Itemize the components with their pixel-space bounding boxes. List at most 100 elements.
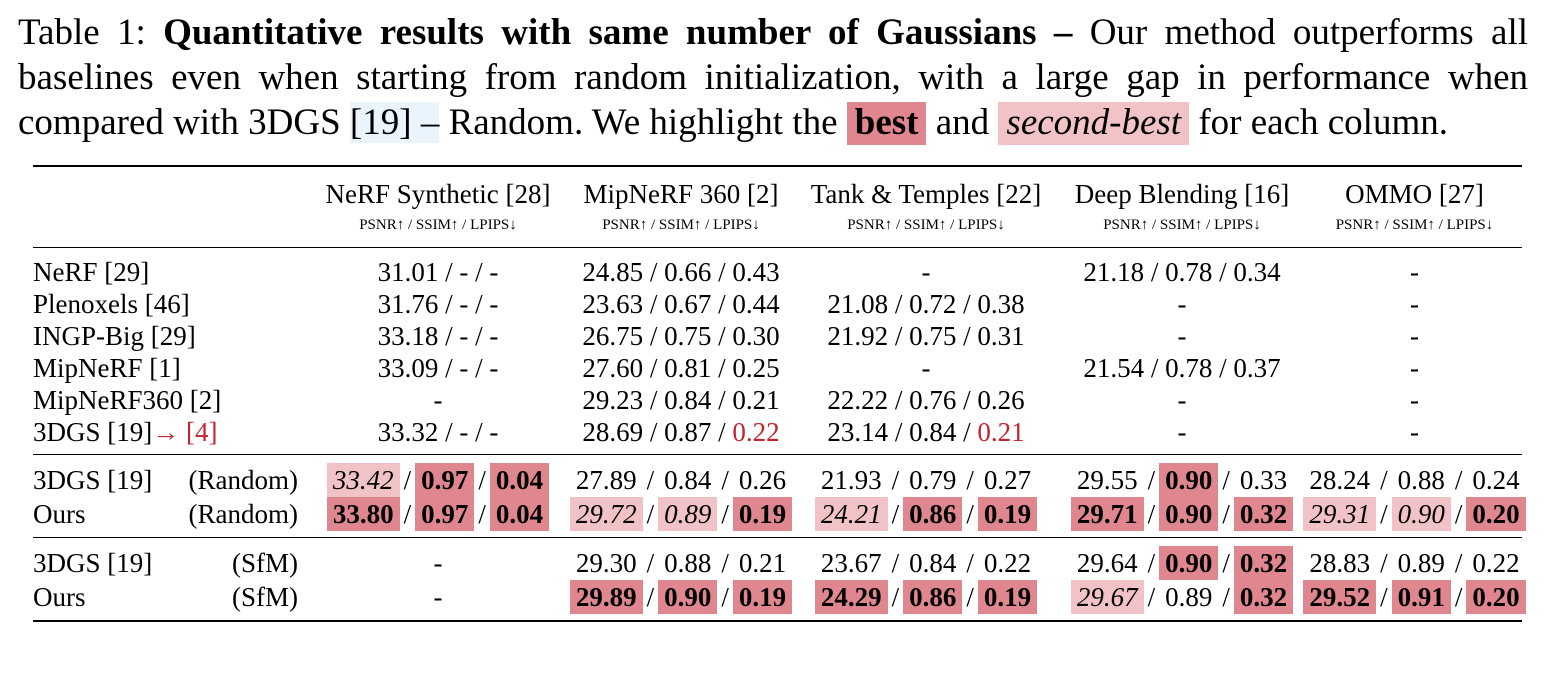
- value-cell: 29.55 /0.90/ 0.33: [1057, 463, 1307, 497]
- value-cell: 21.92 / 0.75 / 0.31: [795, 320, 1057, 352]
- best-value: 0.04: [489, 463, 550, 497]
- value-cell: 29.89/0.90/0.19: [567, 580, 795, 614]
- metric-triple: 23.67 / 0.84 / 0.22: [795, 546, 1057, 580]
- value: 29.64: [1076, 548, 1138, 578]
- value-text: 22.22 / 0.76 / 0.26: [827, 384, 1025, 415]
- slash-separator: /: [1454, 464, 1463, 495]
- slash-separator: /: [1222, 464, 1230, 495]
- value-text: -: [1410, 256, 1419, 287]
- metric-header: PSNR↑ / SSIM↑ / LPIPS↓: [847, 217, 1005, 233]
- caption-label: Table 1:: [18, 12, 146, 53]
- method-name: Ours: [33, 581, 86, 612]
- metric-triple: 24.29/0.86/0.19: [795, 580, 1057, 614]
- best-value: 0.90: [1159, 463, 1219, 497]
- value-text: -: [1177, 320, 1187, 351]
- value-text: 33.18 / - / -: [377, 320, 499, 351]
- init-type: (Random): [188, 464, 298, 495]
- best-value: 0.04: [489, 497, 550, 531]
- value-cell: -: [1307, 256, 1522, 288]
- init-type: (SfM): [232, 547, 298, 578]
- method-cell: INGP-Big [29]: [33, 320, 309, 352]
- slash-separator: /: [966, 581, 974, 612]
- best-value: 0.32: [1233, 580, 1294, 614]
- value: 0.24: [1472, 465, 1520, 495]
- slash-separator: /: [966, 547, 974, 578]
- value-text: -: [1410, 288, 1419, 319]
- method-name: 3DGS [19]: [33, 416, 153, 447]
- best-value: 0.91: [1391, 580, 1451, 614]
- table-row: MipNeRF360 [2] - 29.23 / 0.84 / 0.21 22.22 …: [33, 384, 1522, 416]
- metric-triple: 33.80/0.97/0.04: [309, 497, 567, 531]
- metric-triple: 29.71/0.90/0.32: [1057, 497, 1307, 531]
- section-divider: [33, 537, 1522, 547]
- value-red: 0.21: [977, 416, 1025, 447]
- best-value: 24.29: [814, 580, 888, 614]
- slash-separator: /: [1380, 464, 1388, 495]
- value: 0.33: [1239, 465, 1288, 495]
- slash-separator: /: [966, 464, 974, 495]
- value-cell: 29.30 / 0.88 / 0.21: [567, 546, 795, 580]
- value: 29.30: [575, 548, 637, 578]
- second-value: 29.72: [569, 497, 643, 531]
- table-row: 3DGS [19]→ [4] 33.32 / - / - 28.69 / 0.87 …: [33, 416, 1522, 448]
- metric-header: PSNR↑ / SSIM↑ / LPIPS↓: [1103, 217, 1261, 233]
- value-cell: 23.67 / 0.84 / 0.22: [795, 546, 1057, 580]
- value: 23.67: [820, 548, 882, 578]
- metric-triple: 21.93 / 0.79 / 0.27: [795, 463, 1057, 497]
- second-value: 0.89: [658, 497, 718, 531]
- value-text: 28.69 / 0.87 /: [582, 416, 733, 447]
- value-text: 23.14 / 0.84 /: [827, 416, 978, 447]
- slash-separator: /: [721, 498, 729, 529]
- value-cell: 23.14 / 0.84 / 0.21: [795, 416, 1057, 448]
- value-cell: 29.67/0.89/0.32: [1057, 580, 1307, 614]
- value-red: 0.22: [732, 416, 780, 447]
- citation-arrow: → [4]: [152, 416, 218, 447]
- slash-separator: /: [1222, 498, 1230, 529]
- value-cell: 33.80/0.97/0.04: [309, 497, 567, 531]
- value-text: 27.60 / 0.81 / 0.25: [582, 352, 780, 383]
- caption-text-c: and: [926, 102, 999, 143]
- slash-separator: /: [1380, 547, 1388, 578]
- best-value: 29.71: [1070, 497, 1144, 531]
- value-cell: 33.32 / - / -: [309, 416, 567, 448]
- value: 21.93: [820, 465, 882, 495]
- value-text: 33.32 / - / -: [377, 416, 499, 447]
- metric-triple: 28.83 / 0.89 / 0.22: [1307, 546, 1522, 580]
- slash-separator: /: [1454, 581, 1463, 612]
- value-cell: 21.93 / 0.79 / 0.27: [795, 463, 1057, 497]
- value-cell: 24.29/0.86/0.19: [795, 580, 1057, 614]
- value: 0.22: [1472, 548, 1520, 578]
- caption-text-b: Random. We highlight the: [439, 102, 847, 143]
- value-cell: 27.89 / 0.84 / 0.26: [567, 463, 795, 497]
- caption-citation-link[interactable]: [19] –: [349, 102, 440, 143]
- value-text: -: [1177, 384, 1187, 415]
- best-value: 0.97: [415, 497, 475, 531]
- best-value: 0.90: [1159, 546, 1219, 580]
- slash-separator: /: [646, 464, 655, 495]
- slash-separator: /: [1222, 581, 1230, 612]
- value-text: -: [1410, 416, 1419, 447]
- best-value: 0.90: [658, 580, 718, 614]
- slash-separator: /: [1380, 581, 1388, 612]
- value-cell: -: [1307, 416, 1522, 448]
- value-cell: -: [795, 256, 1057, 288]
- value-text: -: [1410, 320, 1419, 351]
- slash-separator: /: [1222, 547, 1230, 578]
- slash-separator: /: [403, 464, 412, 495]
- value-text: 21.08 / 0.72 / 0.38: [827, 288, 1025, 319]
- value-cell: 29.31/0.90/0.20: [1303, 497, 1526, 531]
- slash-separator: /: [1454, 547, 1463, 578]
- divider-cell: [33, 248, 1522, 257]
- method-name: MipNeRF360 [2]: [33, 384, 222, 415]
- value: 0.21: [738, 548, 787, 578]
- value: 29.55: [1076, 465, 1138, 495]
- value-text: 21.54 / 0.78 / 0.37: [1083, 352, 1281, 383]
- value-cell: -: [1057, 384, 1307, 416]
- value-text: -: [433, 581, 443, 612]
- value-text: 23.63 / 0.67 / 0.44: [582, 288, 780, 319]
- value-cell: 28.24 / 0.88 / 0.24: [1307, 463, 1522, 497]
- metric-triple: 29.55 /0.90/ 0.33: [1057, 463, 1307, 497]
- best-value: 0.32: [1233, 497, 1294, 531]
- value-cell: 21.54 / 0.78 / 0.37: [1057, 352, 1307, 384]
- value-text: -: [1410, 352, 1419, 383]
